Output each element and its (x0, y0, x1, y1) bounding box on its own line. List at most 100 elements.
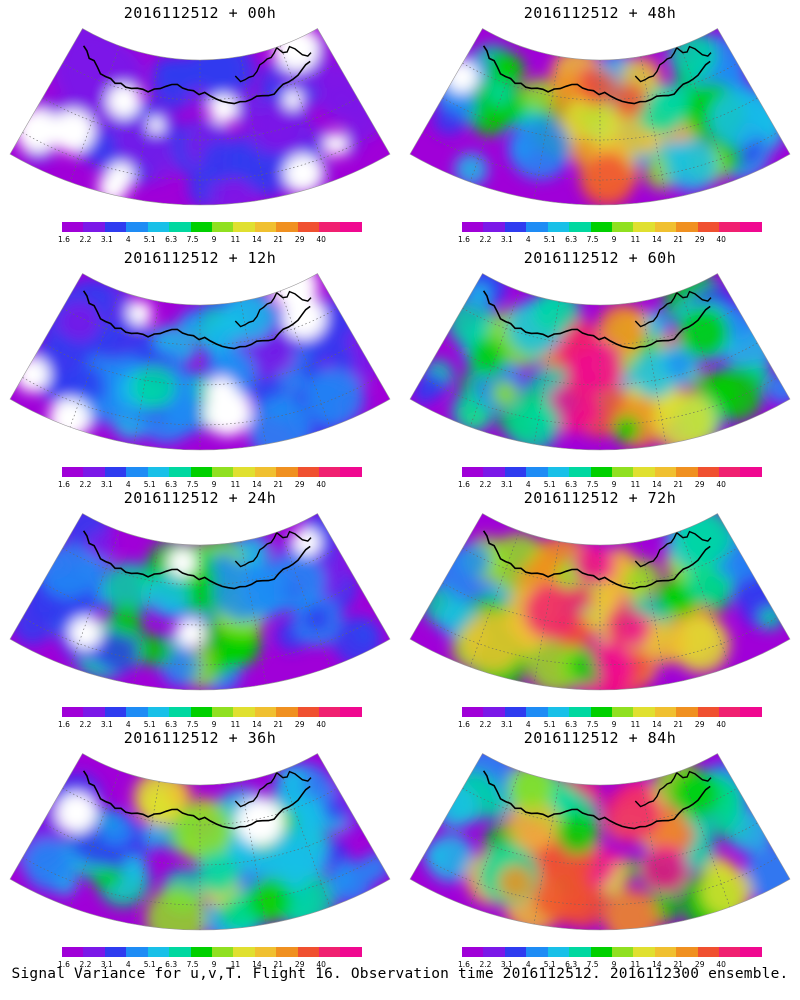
field-blob (433, 784, 478, 829)
colorbar-tick-label: 2.2 (79, 480, 92, 489)
colorbar-tick-label: 29 (294, 480, 305, 489)
colorbar (62, 707, 362, 717)
colorbar-segment (676, 222, 698, 232)
panel-title: 2016112512 + 36h (123, 729, 277, 747)
colorbar-tick-label: 5.1 (143, 960, 156, 969)
colorbar-segment (547, 222, 570, 232)
colorbar-segment (676, 467, 698, 477)
field-blob (145, 887, 208, 930)
colorbar-segment (462, 707, 484, 717)
colorbar-segment (169, 947, 191, 957)
colorbar-tick-label: 7.5 (586, 720, 599, 729)
colorbar-tick-label: 11 (630, 720, 641, 729)
colorbar-segment (526, 707, 548, 717)
colorbar-segment (276, 222, 298, 232)
coastline (234, 770, 312, 808)
colorbar-tick-label: 6.3 (165, 720, 178, 729)
field-blob (672, 615, 730, 674)
colorbar-labels: 1.6 2.2 3.1 4 5.1 6.3 7.5 9 11 14 21 29 40 (458, 960, 762, 970)
field-blob (99, 811, 135, 847)
colorbar-tick-label: 5.1 (543, 480, 556, 489)
colorbar-segment (719, 707, 741, 717)
colorbar-segment (590, 707, 612, 717)
colorbar-tick-label: 11 (230, 480, 241, 489)
coastline (234, 290, 312, 328)
field-blob (39, 543, 96, 599)
colorbar-segment (104, 467, 127, 477)
colorbar-segment (483, 947, 505, 957)
colorbar-segment (233, 947, 255, 957)
colorbar-segment (233, 707, 255, 717)
field-blob (276, 823, 328, 876)
colorbar (462, 707, 762, 717)
map-panel-60h: 2016112512 + 60h 1.6 2.2 3.1 4 5.1 6.3 7.5 9 11 1… (400, 245, 800, 490)
field-blob (167, 782, 192, 806)
colorbar-labels: 1.6 2.2 3.1 4 5.1 6.3 7.5 9 11 14 21 29 40 (458, 235, 762, 245)
field-blob (678, 306, 730, 358)
colorbar-segment (483, 222, 505, 232)
colorbar-segment (104, 222, 127, 232)
map-panel-00h: 2016112512 + 00h 1.6 2.2 3.1 4 5.1 6.3 7.5 9 11 1… (0, 0, 400, 245)
colorbar-segment (211, 707, 234, 717)
graticule (422, 530, 778, 690)
no-data-patch (98, 174, 128, 204)
colorbar-tick-label: 6.3 (565, 960, 578, 969)
colorbar (62, 947, 362, 957)
field-blob (522, 77, 555, 111)
colorbar-segment (83, 222, 105, 232)
colorbar-segment (340, 947, 362, 957)
field-blob (656, 581, 687, 611)
colorbar-segment (254, 707, 277, 717)
colorbar-tick-label: 11 (630, 480, 641, 489)
colorbar-tick-label: 14 (252, 720, 262, 729)
colorbar-segment (719, 222, 741, 232)
colorbar-labels: 1.6 2.2 3.1 4 5.1 6.3 7.5 9 11 14 21 29 40 (458, 720, 762, 730)
field-blob (565, 320, 598, 354)
field-blob (122, 855, 147, 880)
no-data-patch (236, 798, 284, 846)
coastline (634, 770, 712, 808)
coastline (482, 770, 711, 830)
colorbar-segment (633, 222, 655, 232)
field-blob (508, 117, 571, 180)
no-data-patch (324, 132, 348, 157)
coastline (82, 290, 311, 350)
colorbar-tick-label: 9 (611, 720, 617, 729)
colorbar-tick-label: 7.5 (586, 235, 599, 244)
colorbar-segment (319, 467, 341, 477)
colorbar-tick-label: 5.1 (543, 235, 556, 244)
map-panel-36h: 2016112512 + 36h 1.6 2.2 3.1 4 5.1 6.3 7.5 9 11 1… (0, 725, 400, 970)
panel-title: 2016112512 + 84h (523, 729, 677, 747)
colorbar-segment (504, 707, 527, 717)
no-data-patch (127, 300, 153, 326)
colorbar-segment (697, 467, 720, 477)
colorbar-tick-label: 7.5 (186, 235, 199, 244)
field-blob (671, 768, 720, 818)
colorbar-segment (462, 467, 484, 477)
field-blob (468, 337, 507, 377)
panel-title: 2016112512 + 12h (123, 249, 277, 267)
colorbar-segment (654, 467, 677, 477)
colorbar-tick-label: 1.6 (458, 480, 470, 489)
no-data-patch (56, 792, 97, 833)
colorbar-segment (190, 947, 212, 957)
colorbar-tick-label: 40 (716, 480, 726, 489)
colorbar-tick-label: 1.6 (58, 480, 70, 489)
colorbar-tick-label: 14 (652, 720, 662, 729)
field-blob (766, 373, 790, 405)
colorbar-segment (297, 707, 320, 717)
field-blob (708, 365, 764, 421)
panel-title: 2016112512 + 24h (123, 489, 277, 507)
colorbar-segment (126, 467, 148, 477)
coastline (634, 290, 712, 328)
colorbar-tick-label: 6.3 (165, 960, 178, 969)
coastline (482, 530, 711, 590)
colorbar-tick-label: 11 (630, 235, 641, 244)
colorbar-segment (104, 707, 127, 717)
colorbar-tick-label: 6.3 (565, 235, 578, 244)
graticule (22, 290, 378, 450)
field-blob (593, 641, 632, 680)
colorbar-tick-label: 9 (211, 235, 217, 244)
colorbar-segment (297, 467, 320, 477)
field-blob (492, 380, 519, 407)
